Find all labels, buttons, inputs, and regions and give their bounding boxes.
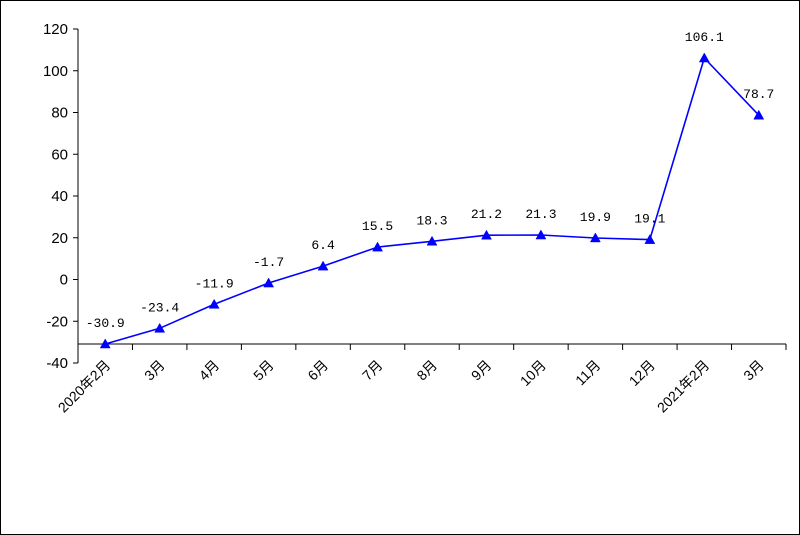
y-tick-label: -40 (46, 355, 68, 372)
x-tick-label: 4月 (196, 357, 223, 384)
y-tick-label: 0 (60, 272, 68, 289)
x-tick-label: 7月 (359, 357, 386, 384)
data-label: -11.9 (195, 276, 234, 291)
series-line (104, 56, 760, 345)
data-label: 21.3 (525, 207, 556, 222)
x-tick-label: 3月 (740, 357, 767, 384)
data-label: 19.9 (580, 210, 611, 225)
data-point (99, 338, 111, 349)
data-label: 15.5 (362, 219, 393, 234)
axes (73, 28, 787, 364)
data-point (208, 298, 220, 309)
x-tick-label: 10月 (517, 357, 549, 389)
y-tick-label: 40 (51, 188, 68, 205)
data-point (481, 229, 492, 240)
x-tick-label: 5月 (250, 357, 277, 384)
x-tick-label: 9月 (468, 357, 495, 384)
y-tick-label: 80 (51, 105, 68, 122)
data-label: 6.4 (311, 238, 335, 253)
data-label: -1.7 (253, 255, 284, 270)
data-point (644, 234, 656, 244)
y-tick-label: 100 (43, 63, 68, 80)
x-tick-label: 12月 (626, 357, 658, 389)
data-point (317, 260, 329, 271)
data-point (589, 232, 601, 243)
data-point (753, 109, 765, 120)
data-label: 106.1 (685, 30, 724, 45)
data-point (698, 52, 710, 63)
data-point (263, 277, 275, 288)
data-label: -30.9 (86, 316, 125, 331)
data-label: 19.1 (634, 212, 665, 227)
x-tick-label: 3月 (141, 357, 168, 384)
data-labels: -30.9 -23.4 -11.9 -1.7 6.4 15.5 18.3 21.2 21.3 19… (86, 30, 775, 331)
series (99, 52, 765, 349)
y-tick-label: 20 (51, 230, 68, 247)
y-tick-label: 120 (43, 21, 68, 38)
data-point (154, 322, 166, 333)
data-label: -23.4 (140, 300, 179, 315)
data-point (372, 241, 383, 252)
data-point (426, 235, 438, 246)
x-tick-label: 8月 (413, 357, 440, 384)
data-label: 18.3 (416, 213, 447, 228)
y-tick-label: 60 (51, 146, 68, 163)
y-tick-label: -20 (46, 313, 68, 330)
x-tick-label: 2021年2月 (654, 357, 713, 416)
data-label: 21.2 (471, 207, 502, 222)
data-label: 78.7 (743, 87, 774, 102)
x-tick-label: 11月 (572, 357, 603, 388)
x-tick-label: 6月 (304, 357, 331, 384)
data-point (535, 229, 547, 240)
